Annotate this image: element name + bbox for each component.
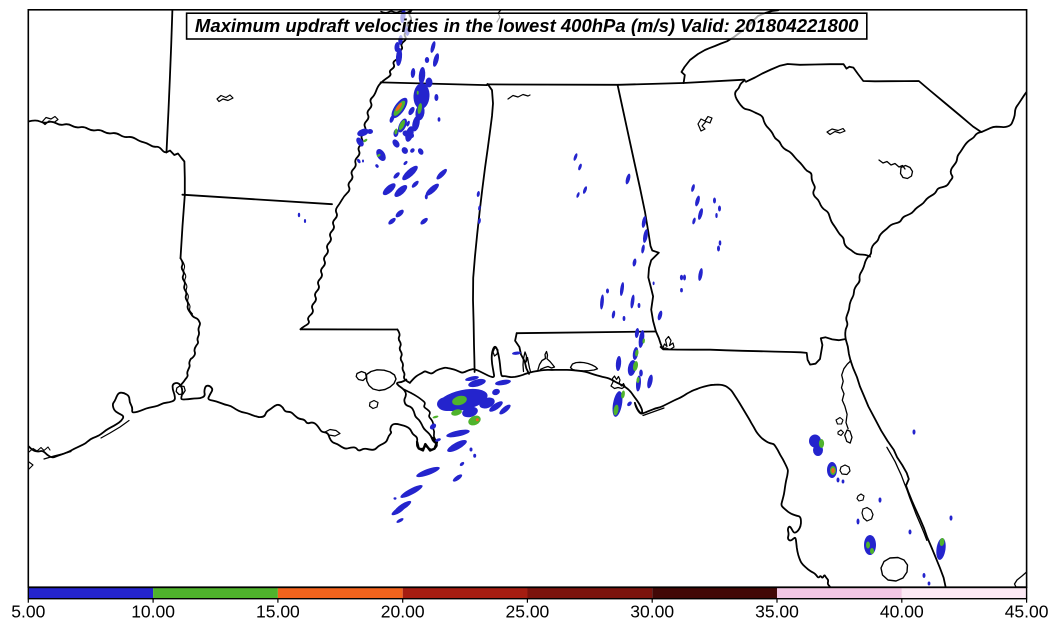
svg-text:25.00: 25.00 bbox=[506, 602, 550, 622]
svg-text:35.00: 35.00 bbox=[755, 602, 799, 622]
svg-text:20.00: 20.00 bbox=[381, 602, 425, 622]
svg-text:40.00: 40.00 bbox=[880, 602, 924, 622]
svg-text:10.00: 10.00 bbox=[131, 602, 175, 622]
svg-text:45.00: 45.00 bbox=[1005, 602, 1049, 622]
svg-text:30.00: 30.00 bbox=[630, 602, 674, 622]
svg-text:Maximum updraft velocities in: Maximum updraft velocities in the lowest… bbox=[195, 15, 859, 36]
svg-text:5.00: 5.00 bbox=[11, 602, 45, 622]
svg-text:15.00: 15.00 bbox=[256, 602, 300, 622]
